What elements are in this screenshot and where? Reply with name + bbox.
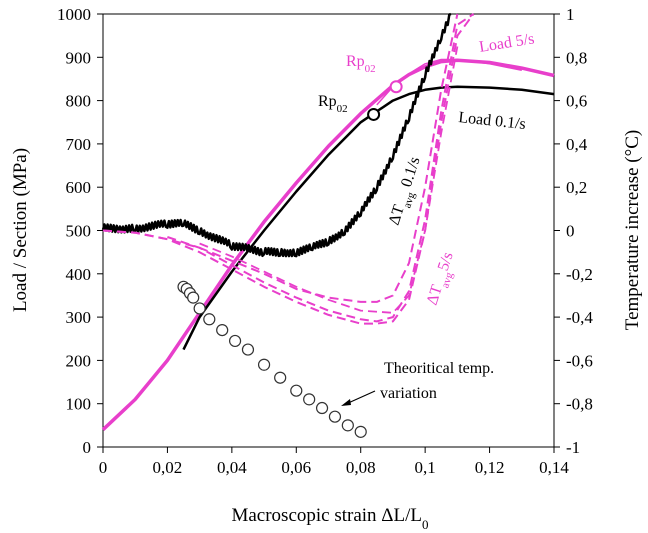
y-left-tick-label: 300 [66, 308, 92, 327]
y-right-tick-label: 0,4 [566, 135, 588, 154]
x-tick-label: 0,14 [539, 458, 569, 477]
y-left-tick-label: 100 [66, 395, 92, 414]
x-axis-title: Macroscopic strain ΔL/L0 [231, 505, 428, 532]
y-right-tick-label: -0,4 [566, 308, 593, 327]
rp02-marker [389, 80, 403, 94]
x-tick-label: 0,12 [475, 458, 505, 477]
y-left-tick-label: 800 [66, 92, 92, 111]
series-line-temp-5-b [167, 13, 475, 323]
tick-layer: 0 0,02 0,04 0,06 0,08 0,1 0,12 0,14 0 100 200 300 40… [57, 5, 593, 477]
theoretical-temp-point [216, 323, 229, 337]
theoretical-temp-point [328, 410, 342, 423]
y-left-tick-label: 600 [66, 178, 92, 197]
marker-layer [177, 80, 403, 438]
theoretical-temp-point [203, 313, 216, 326]
x-tick-label: 0,02 [153, 458, 183, 477]
y-right-tick-label: -0,2 [566, 265, 593, 284]
y-right-tick-label: 1 [566, 5, 575, 24]
y-right-tick-label: -0,6 [566, 351, 593, 370]
label-load-5: Load 5/s [478, 30, 536, 55]
y-right-tick-label: 0,2 [566, 178, 587, 197]
plot-area [101, 12, 555, 448]
theory-arrow [341, 390, 376, 406]
y-right-tick-label: 0,8 [566, 48, 587, 67]
theoretical-temp-point [187, 291, 200, 304]
y-left-tick-label: 900 [66, 48, 92, 67]
y-right-tick-label: -1 [566, 438, 580, 457]
label-dt-0-1: ΔTavg 0.1/s [386, 155, 429, 229]
y-left-tick-label: 500 [66, 222, 92, 241]
y-left-tick-label: 700 [66, 135, 92, 154]
x-tick-label: 0,06 [281, 458, 311, 477]
y-left-tick-label: 1000 [57, 5, 91, 24]
theoretical-temp-point [274, 371, 287, 384]
theoretical-temp-point [241, 343, 255, 356]
theoretical-temp-point [228, 334, 242, 348]
theoretical-temp-point [193, 302, 206, 315]
label-rp02-black: Rp02 [318, 93, 348, 115]
x-tick-label: 0,08 [346, 458, 376, 477]
theoretical-temp-point [290, 384, 303, 397]
x-tick-label: 0,1 [415, 458, 436, 477]
series-line-temp-5-a [102, 13, 475, 325]
label-dt-5: ΔTavg5/s [424, 250, 462, 309]
theoretical-temp-point [315, 401, 329, 415]
y-right-tick-label: 0 [566, 222, 575, 241]
theoretical-temp-point [341, 419, 354, 432]
y-left-tick-label: 0 [83, 438, 92, 457]
y-left-tick-label: 200 [66, 351, 92, 370]
rp02-marker [367, 107, 381, 121]
series-layer [101, 12, 555, 431]
y-left-tick-label: 400 [66, 265, 92, 284]
label-rp02-magenta: Rp02 [346, 53, 376, 75]
label-theory-line1: Theoritical temp. [384, 360, 494, 377]
series-line-temp-0-1 [101, 12, 452, 258]
series-line-temp-0-1-dash [102, 13, 459, 303]
series-line-temp-5-c [199, 46, 459, 314]
plot-frame [102, 13, 555, 448]
y-right-tick-label: 0,6 [566, 92, 587, 111]
label-theory-line2: variation [380, 385, 437, 402]
theoretical-temp-point [257, 358, 271, 371]
y-axis-title-left: Load / Section (MPa) [10, 148, 31, 312]
theoretical-temp-point [354, 425, 367, 438]
y-axis-title-right: Temperature increase (°C) [622, 130, 643, 330]
x-tick-label: 0 [99, 458, 108, 477]
x-tick-label: 0,04 [217, 458, 247, 477]
y-right-tick-label: -0,8 [566, 395, 593, 414]
label-load-0-1: Load 0.1/s [458, 109, 527, 133]
theoretical-temp-point [303, 393, 316, 406]
